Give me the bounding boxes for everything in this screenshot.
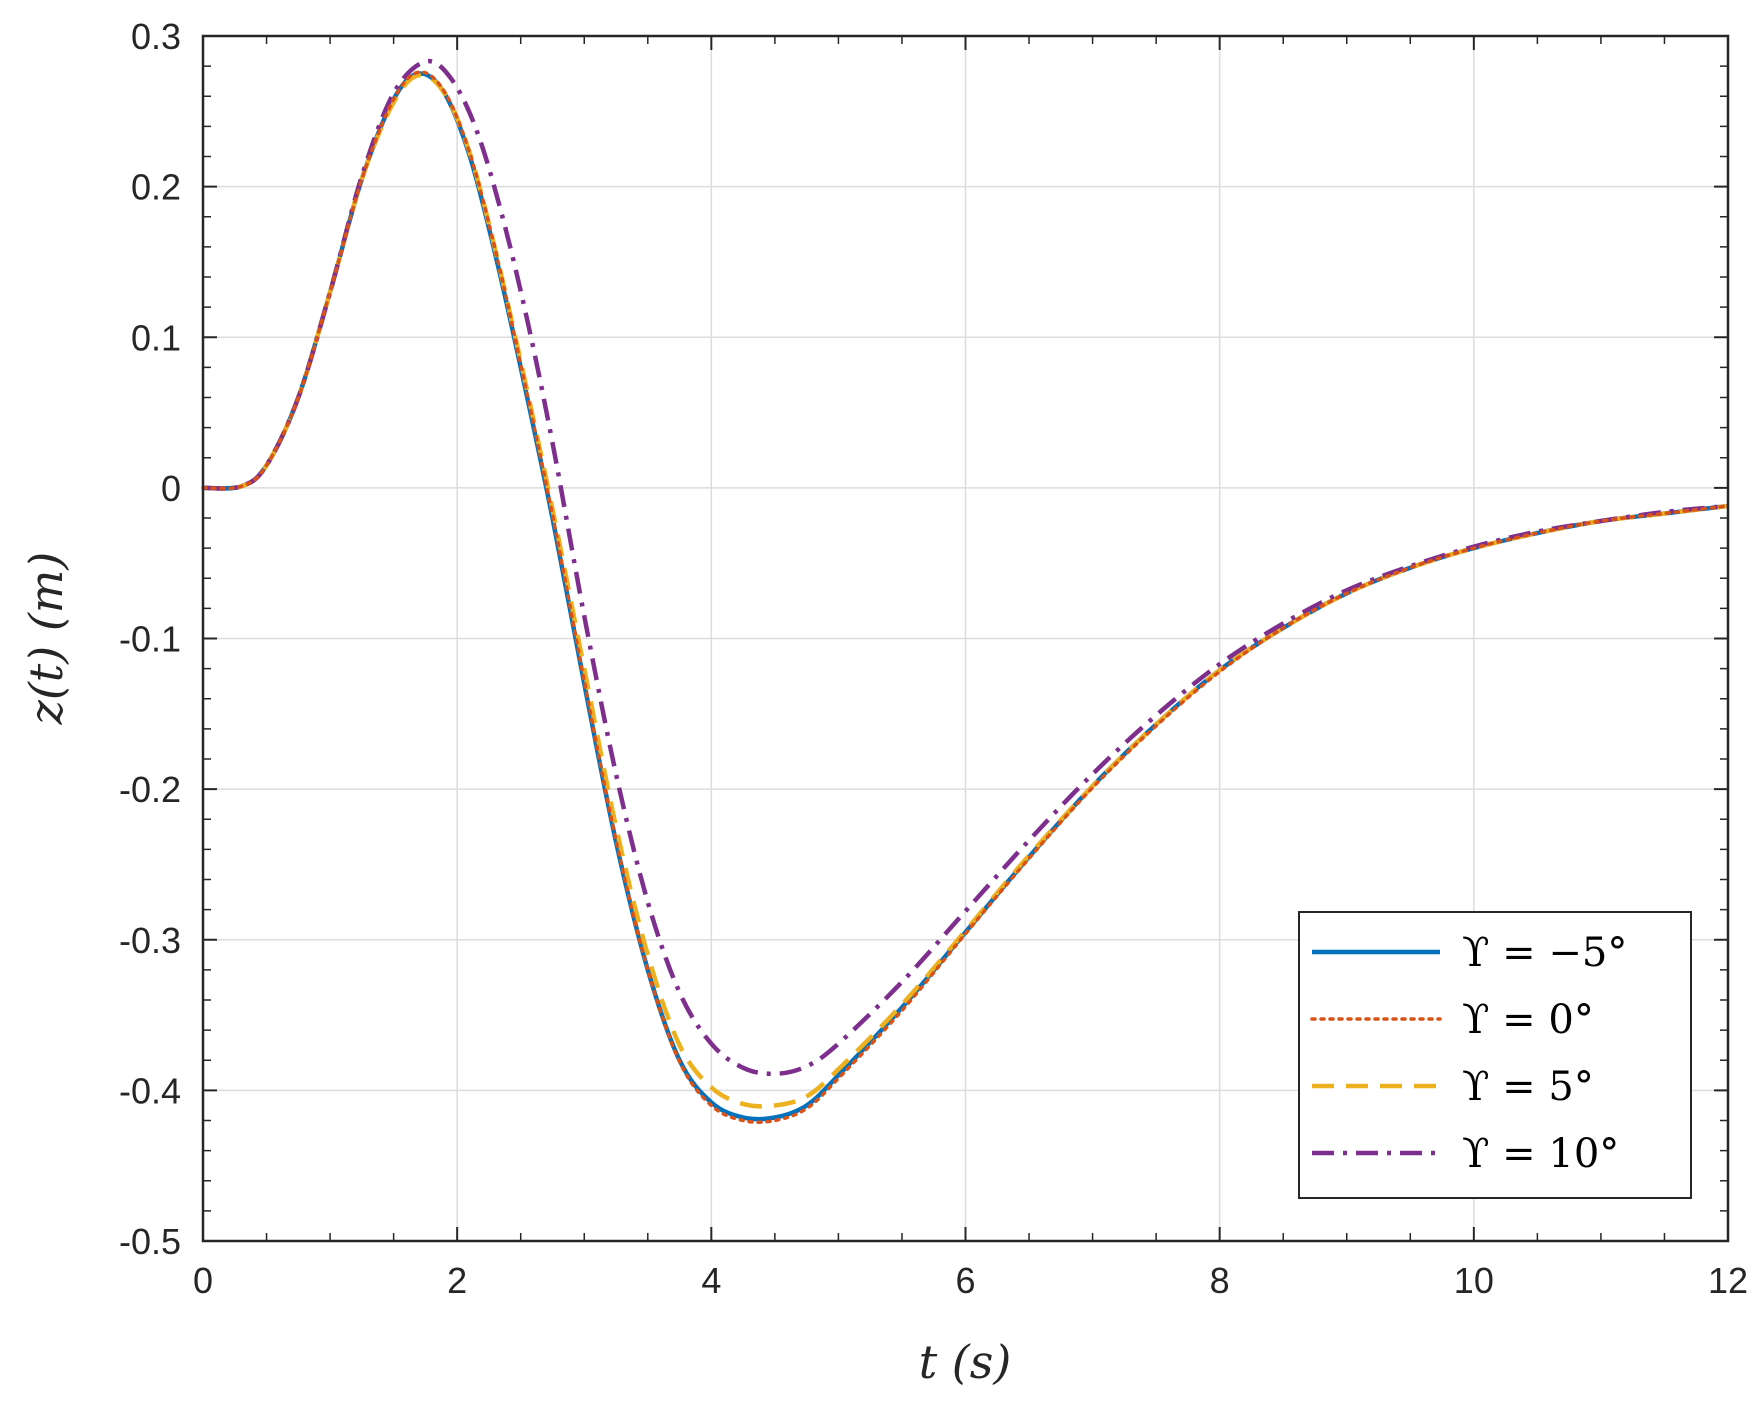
legend-label-1: ϒ = 0° <box>1462 997 1594 1043</box>
series-line-1 <box>201 70 1730 1124</box>
legend-label-0: ϒ = −5° <box>1462 930 1627 976</box>
y-tick-label: 0.2 <box>131 167 181 208</box>
legend-box <box>1298 911 1692 1199</box>
x-tick-label: 12 <box>1708 1260 1748 1301</box>
y-tick-label: -0.1 <box>119 619 181 660</box>
x-tick-label: 4 <box>701 1260 721 1301</box>
x-tick-label: 0 <box>193 1260 213 1301</box>
y-tick-label: -0.4 <box>119 1070 181 1111</box>
legend: ϒ = −5° ϒ = 0° ϒ = 5° ϒ = 10° <box>1298 911 1692 1199</box>
minor-ticks <box>203 36 1728 1241</box>
x-tick-label: 10 <box>1454 1260 1494 1301</box>
y-tick-label: -0.2 <box>119 769 181 810</box>
x-tick-label: 6 <box>955 1260 975 1301</box>
major-ticks <box>202 35 1729 1242</box>
x-tick-label: 2 <box>447 1260 467 1301</box>
y-tick-label: 0.1 <box>131 317 181 358</box>
y-tick-label: 0 <box>161 468 181 509</box>
x-tick-label: 8 <box>1210 1260 1230 1301</box>
y-tick-labels: 0.3 0.2 0.1 0 -0.1 -0.2 -0.3 -0.4 -0.5 <box>119 16 181 1262</box>
series-line-3 <box>202 58 1729 1077</box>
y-axis-label: z(t) (m) <box>19 552 73 726</box>
x-tick-labels: 0 2 4 6 8 10 12 <box>193 1260 1748 1301</box>
y-tick-label: 0.3 <box>131 16 181 57</box>
y-tick-label: -0.5 <box>119 1221 181 1262</box>
legend-label-2: ϒ = 5° <box>1462 1064 1594 1110</box>
plot-frame <box>201 34 1730 1243</box>
y-tick-label: -0.3 <box>119 920 181 961</box>
x-axis-label: t (s) <box>919 1335 1012 1389</box>
series-layer <box>201 58 1730 1124</box>
legend-label-3: ϒ = 10° <box>1462 1131 1619 1177</box>
